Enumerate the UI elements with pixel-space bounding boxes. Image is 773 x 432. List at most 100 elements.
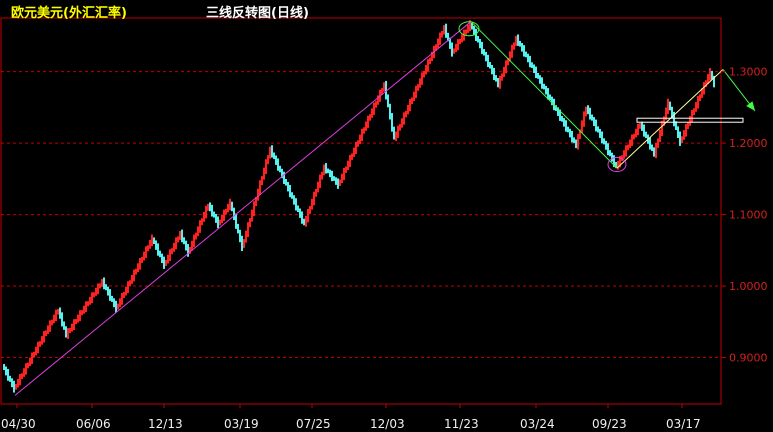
up-brick [707,74,709,84]
down-brick [565,120,567,132]
up-brick [17,378,19,388]
up-brick [195,232,197,240]
down-brick [11,378,13,388]
up-brick [581,120,583,133]
up-brick [661,120,663,137]
up-brick [403,112,405,125]
down-brick [185,240,187,251]
up-brick [173,242,175,252]
x-tick-label: 12/03 [370,417,405,431]
x-tick-label: 09/23 [592,417,627,431]
down-brick [599,128,601,138]
up-brick [401,118,403,128]
up-brick [37,341,39,354]
up-brick [355,141,357,155]
up-brick [629,139,631,149]
down-brick [679,131,681,146]
down-brick [569,128,571,138]
up-brick [91,292,93,304]
chart-title: 三线反转图(日线) [206,6,309,21]
up-brick [509,51,511,62]
up-brick [467,24,469,33]
up-brick [395,131,397,141]
magenta-trendline [14,21,472,396]
down-brick [495,75,497,82]
up-brick [663,116,665,126]
up-brick [441,31,443,38]
down-brick [535,66,537,79]
up-brick [635,128,637,138]
up-brick [257,188,259,201]
up-brick [369,114,371,121]
down-brick [473,25,475,36]
y-tick-label: 1.2000 [729,137,768,150]
up-brick [179,231,181,240]
down-brick [333,176,335,181]
down-brick [601,131,603,144]
up-brick [583,111,585,127]
x-tick-label: 12/13 [148,417,183,431]
up-brick [585,106,587,117]
up-brick [253,201,255,217]
down-brick [591,114,593,121]
x-tick-label: 06/06 [76,417,111,431]
up-brick [419,78,421,88]
up-brick [359,134,361,144]
up-brick [171,248,173,255]
up-brick [87,301,89,307]
up-brick [93,292,95,298]
up-brick [137,263,139,273]
up-brick [361,128,363,141]
down-brick [713,75,715,88]
up-brick [667,98,669,114]
up-brick [415,85,417,99]
up-brick [263,167,265,180]
down-brick [157,243,159,256]
x-axis: 04/30 06/06 12/13 03/19 07/25 12/03 11/23 03/24… [1,404,701,431]
up-brick [699,94,701,102]
down-brick [519,40,521,47]
down-brick [557,107,559,116]
down-brick [183,237,185,245]
up-brick [245,230,247,243]
up-brick [143,251,145,261]
down-brick [335,177,337,185]
down-brick [387,94,389,108]
up-brick [175,237,177,250]
down-brick [385,80,387,100]
down-brick [285,179,287,186]
down-brick [555,105,557,111]
up-brick [121,292,123,305]
y-tick-label: 0.9000 [729,352,768,365]
down-brick [547,88,549,100]
down-brick [711,70,713,80]
down-brick [589,107,591,120]
down-brick [531,62,533,69]
up-brick [437,38,439,48]
up-brick [655,142,657,159]
up-brick [617,160,619,170]
up-brick [89,296,91,305]
up-brick [397,125,399,138]
up-brick [681,136,683,144]
up-brick [95,287,97,296]
up-brick [267,155,269,165]
down-brick [279,165,281,173]
bottom-ellipse [607,157,627,173]
down-brick [545,85,547,95]
down-brick [559,109,561,121]
up-brick [21,373,23,379]
down-brick [607,143,609,156]
down-brick [215,214,217,223]
up-brick [117,303,119,310]
down-brick [541,77,543,89]
down-brick [449,37,451,49]
down-brick [161,253,163,264]
up-brick [623,150,625,159]
resistance-line [636,117,744,123]
up-brick [633,133,635,140]
up-brick [57,308,59,315]
down-brick [493,67,495,81]
down-brick [533,64,535,74]
down-brick [573,137,575,144]
